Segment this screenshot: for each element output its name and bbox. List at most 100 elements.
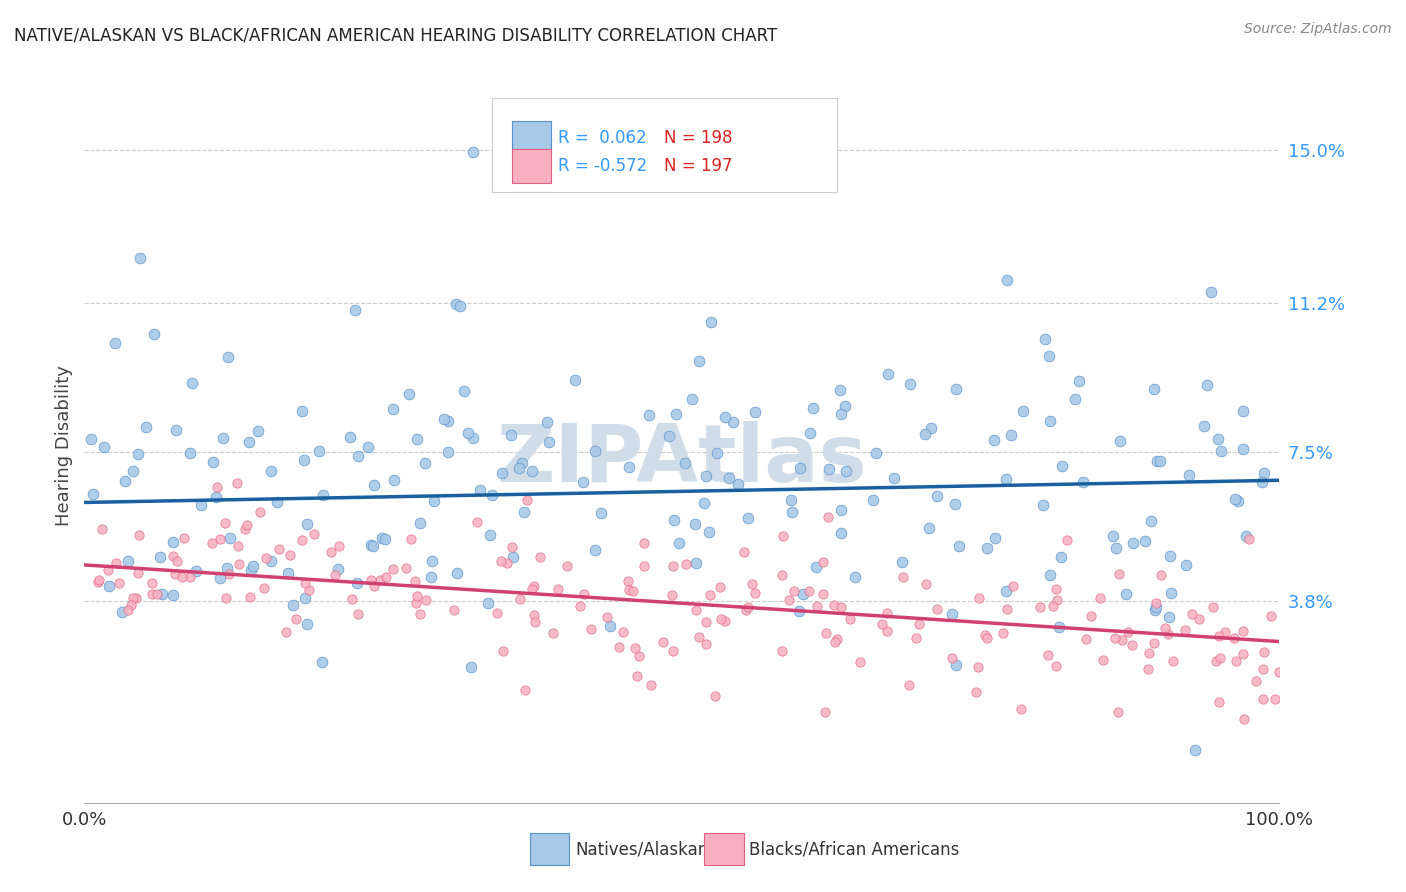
Point <box>302 526 325 541</box>
Point <box>626 669 648 683</box>
Point <box>965 684 987 698</box>
Point <box>209 532 232 546</box>
Point <box>1244 674 1267 689</box>
Point <box>1140 515 1163 529</box>
Point <box>422 494 444 508</box>
Point <box>294 591 316 605</box>
Point <box>834 399 856 413</box>
Point <box>502 549 524 564</box>
Text: N = 198: N = 198 <box>664 129 733 147</box>
Point <box>515 682 537 697</box>
Point <box>460 660 482 674</box>
Text: R = -0.572: R = -0.572 <box>558 157 647 175</box>
Point <box>97 579 120 593</box>
Point <box>891 555 914 569</box>
Point <box>898 678 921 692</box>
Point <box>360 538 382 552</box>
Point <box>311 655 333 669</box>
Point <box>481 488 503 502</box>
Point <box>149 549 172 564</box>
Point <box>737 599 759 614</box>
Point <box>831 408 853 422</box>
Point <box>1160 585 1182 599</box>
Point <box>240 563 263 577</box>
Point <box>249 504 271 518</box>
Point <box>741 577 763 591</box>
Point <box>239 590 262 604</box>
Point <box>298 583 321 598</box>
Point <box>122 464 145 478</box>
Point <box>165 423 187 437</box>
Point <box>787 603 810 617</box>
Point <box>870 617 893 632</box>
Point <box>1071 475 1094 489</box>
Point <box>945 658 967 673</box>
Point <box>727 477 749 491</box>
Point <box>898 376 921 391</box>
Point <box>1237 532 1260 546</box>
Point <box>668 535 690 549</box>
Point <box>238 434 260 449</box>
Point <box>994 584 1017 599</box>
Point <box>1121 638 1143 652</box>
Point <box>1144 603 1167 617</box>
Point <box>253 581 276 595</box>
Point <box>706 446 728 460</box>
Point <box>107 576 129 591</box>
Point <box>697 524 720 539</box>
Point <box>374 532 396 546</box>
Point <box>215 591 238 606</box>
Point <box>693 496 716 510</box>
Point <box>398 387 420 401</box>
Point <box>1197 378 1219 392</box>
Point <box>97 563 120 577</box>
Point <box>1253 645 1275 659</box>
Point <box>612 624 634 639</box>
Point <box>1063 392 1085 406</box>
Point <box>1223 631 1246 645</box>
Point <box>1033 333 1056 347</box>
Point <box>704 689 727 703</box>
Point <box>624 641 647 656</box>
Point <box>920 421 942 435</box>
Point <box>1045 582 1067 596</box>
Point <box>1251 692 1274 706</box>
Point <box>1118 624 1140 639</box>
Point <box>1232 404 1254 418</box>
Point <box>814 705 837 719</box>
Point <box>465 515 488 529</box>
Point <box>375 570 398 584</box>
Point <box>208 571 231 585</box>
Point <box>523 579 546 593</box>
Point <box>217 351 239 365</box>
Point <box>589 507 612 521</box>
Point <box>267 542 290 557</box>
Point <box>1159 549 1181 563</box>
Point <box>581 622 603 636</box>
Point <box>284 612 307 626</box>
Point <box>522 582 544 596</box>
Point <box>569 599 592 613</box>
Point <box>368 574 391 588</box>
Point <box>291 533 314 547</box>
Point <box>814 625 837 640</box>
Point <box>346 575 368 590</box>
Point <box>779 493 801 508</box>
Point <box>681 392 703 406</box>
Point <box>1251 661 1274 675</box>
Point <box>80 433 103 447</box>
Point <box>516 493 538 508</box>
Point <box>461 431 484 445</box>
Point <box>925 602 948 616</box>
Point <box>792 587 814 601</box>
Point <box>326 562 349 576</box>
Point <box>207 480 229 494</box>
Point <box>830 599 852 614</box>
Point <box>1107 705 1129 719</box>
Point <box>260 554 283 568</box>
Point <box>633 559 655 574</box>
Point <box>468 483 491 497</box>
Point <box>346 607 368 622</box>
Point <box>162 549 184 564</box>
Point <box>637 409 659 423</box>
